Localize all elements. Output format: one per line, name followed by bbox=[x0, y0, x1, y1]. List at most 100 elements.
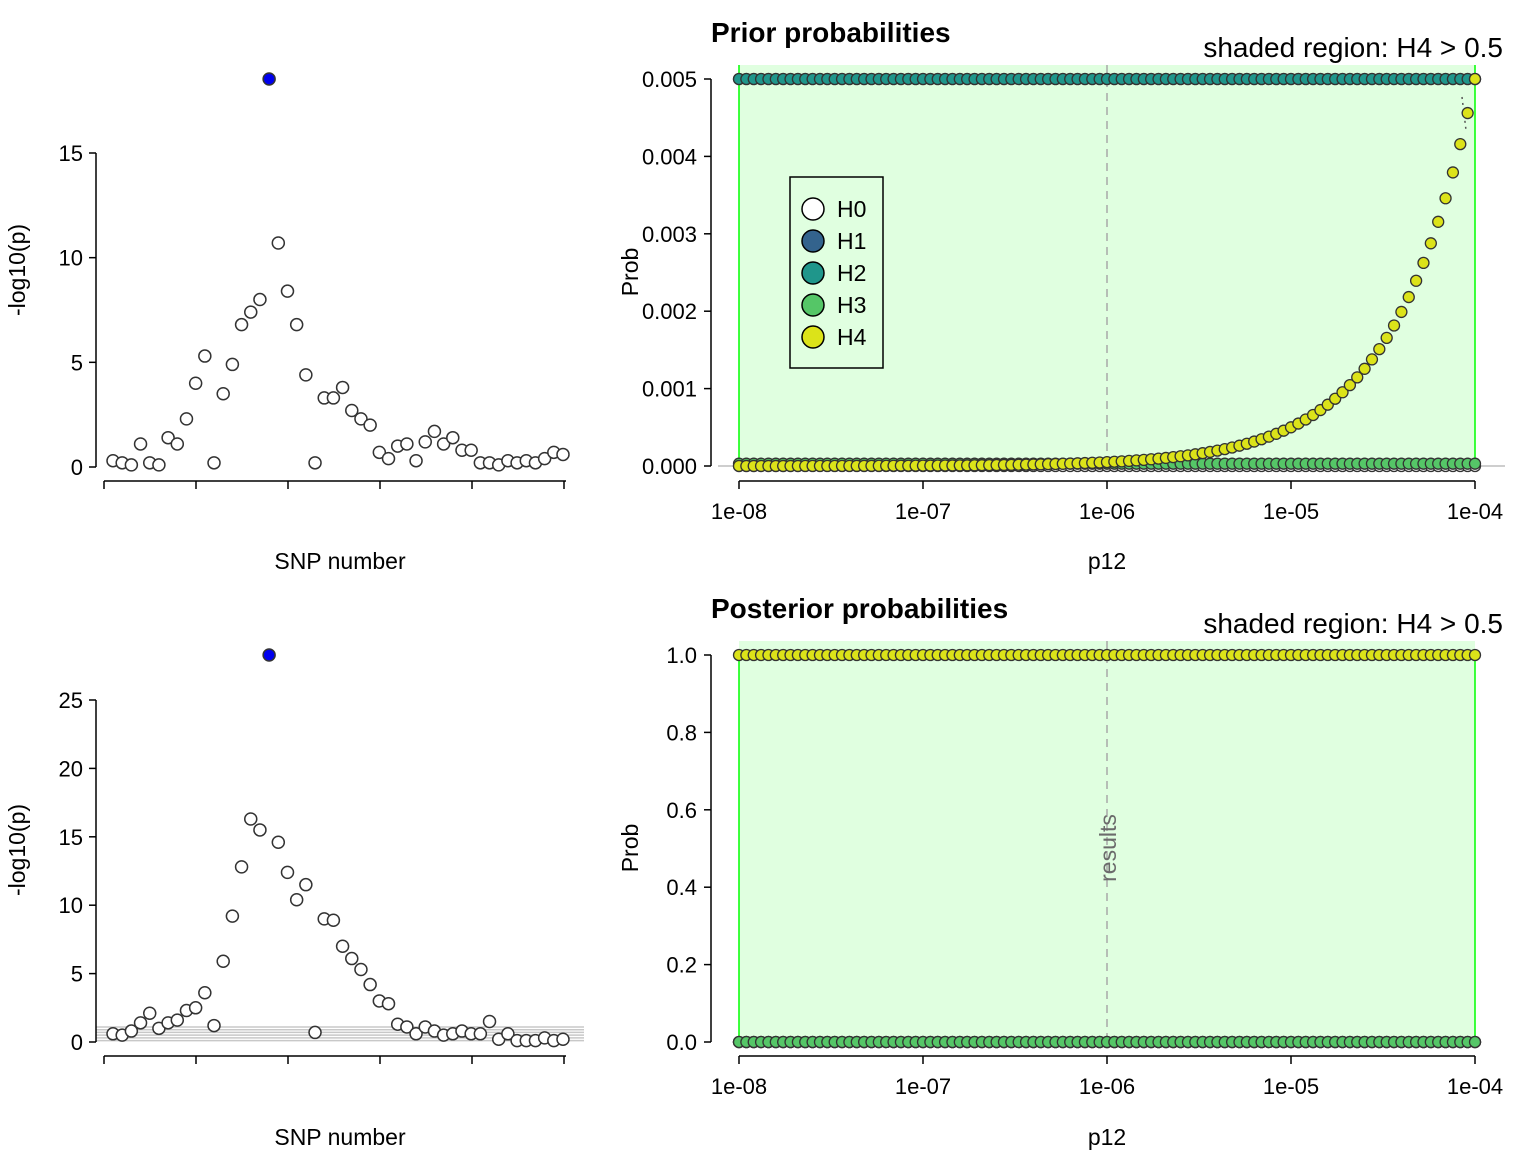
snp-point bbox=[133, 437, 148, 451]
snp-point bbox=[381, 996, 396, 1011]
y-tick-label: 0.003 bbox=[642, 222, 697, 247]
snp-point bbox=[280, 865, 295, 880]
snp-point bbox=[188, 376, 203, 391]
snp-point bbox=[271, 236, 286, 250]
snp-point bbox=[354, 962, 368, 977]
snp-point bbox=[133, 1016, 148, 1030]
y-tick-label: 0 bbox=[71, 1030, 83, 1055]
prior-point-h4 bbox=[1461, 106, 1474, 120]
snp-point bbox=[501, 1027, 515, 1041]
snp-point bbox=[363, 977, 377, 992]
prior-point-h4 bbox=[1446, 166, 1460, 179]
prior-point-h4 bbox=[1439, 192, 1452, 205]
y-tick-label: 0.004 bbox=[642, 144, 697, 169]
snp-point bbox=[409, 1027, 423, 1041]
legend-key-h0 bbox=[801, 197, 825, 221]
snp-point bbox=[152, 458, 166, 472]
prior-y-ticks: 0.000 0.001 0.002 0.003 0.004 0.005 bbox=[642, 67, 711, 479]
top-left-x-ticks bbox=[103, 481, 565, 489]
bottom-left-x-ticks bbox=[103, 1056, 565, 1064]
legend-key-h3 bbox=[801, 293, 825, 317]
x-tick-label: 1e-07 bbox=[895, 1074, 951, 1099]
snp-point bbox=[225, 357, 240, 372]
legend-label-h2: H2 bbox=[837, 260, 866, 286]
top-left-x-axis-title: SNP number bbox=[274, 548, 406, 574]
posterior-point-h3 bbox=[1468, 1035, 1482, 1049]
snp-point bbox=[427, 424, 442, 439]
snp-point bbox=[234, 317, 249, 332]
y-tick-label: 0.000 bbox=[642, 454, 697, 479]
x-tick-label: 1e-08 bbox=[711, 499, 767, 524]
snp-point bbox=[188, 1001, 203, 1015]
top-left-y-axis-title: -log10(p) bbox=[4, 224, 30, 316]
legend-key-h1 bbox=[801, 229, 825, 253]
y-tick-label: 0.6 bbox=[666, 798, 697, 823]
prior-point-h4 bbox=[1432, 215, 1445, 228]
snp-point bbox=[436, 437, 451, 451]
snp-point bbox=[299, 877, 313, 892]
snp-point bbox=[161, 430, 175, 445]
snp-point bbox=[207, 1018, 221, 1033]
posterior-vline-label: results bbox=[1095, 814, 1121, 882]
snp-point bbox=[482, 1014, 497, 1029]
bottom-left-x-axis-title: SNP number bbox=[274, 1124, 406, 1150]
snp-point bbox=[409, 453, 423, 468]
y-tick-label: 0.4 bbox=[666, 875, 697, 900]
posterior-title: Posterior probabilities bbox=[711, 593, 1008, 624]
x-tick-label: 1e-06 bbox=[1079, 1074, 1135, 1099]
snp-point bbox=[253, 292, 267, 307]
x-tick-label: 1e-08 bbox=[711, 1074, 767, 1099]
snp-point bbox=[244, 812, 258, 826]
snp-point bbox=[216, 386, 230, 401]
bottom-left-y-ticks: 0 5 10 15 20 25 bbox=[59, 688, 96, 1055]
lead-snp-point bbox=[262, 648, 276, 662]
prior-point-h4 bbox=[1373, 342, 1386, 356]
prior-points bbox=[732, 72, 1482, 473]
x-tick-label: 1e-04 bbox=[1447, 1074, 1503, 1099]
snp-point bbox=[289, 892, 304, 907]
posterior-subtitle: shaded region: H4 > 0.5 bbox=[1203, 608, 1503, 639]
snp-point bbox=[473, 1027, 488, 1041]
x-tick-label: 1e-05 bbox=[1263, 499, 1319, 524]
prior-point-h4 bbox=[1454, 137, 1467, 151]
snp-point bbox=[464, 443, 478, 458]
y-tick-label: 15 bbox=[59, 141, 83, 166]
x-tick-label: 1e-05 bbox=[1263, 1074, 1319, 1099]
posterior-y-ticks: 0.0 0.2 0.4 0.6 0.8 1.0 bbox=[666, 643, 711, 1055]
y-tick-label: 10 bbox=[59, 893, 83, 918]
posterior-y-axis-title: Prob bbox=[617, 824, 643, 873]
snp-point bbox=[198, 986, 212, 1000]
prior-x-ticks: 1e-08 1e-07 1e-06 1e-05 1e-04 bbox=[711, 481, 1503, 524]
prior-title: Prior probabilities bbox=[711, 17, 951, 48]
prior-point-h4 bbox=[1351, 371, 1364, 384]
y-tick-label: 0.001 bbox=[642, 377, 697, 402]
snp-point bbox=[308, 1025, 322, 1040]
y-tick-label: 0.0 bbox=[666, 1030, 697, 1055]
y-tick-label: 5 bbox=[71, 962, 83, 987]
prior-point-h3 bbox=[1468, 457, 1482, 470]
lead-snp-point bbox=[262, 72, 276, 86]
x-tick-label: 1e-07 bbox=[895, 499, 951, 524]
snp-point bbox=[537, 451, 552, 466]
legend-label-h0: H0 bbox=[837, 196, 866, 222]
snp-point bbox=[446, 430, 460, 445]
snp-point bbox=[280, 284, 295, 298]
snp-point bbox=[335, 939, 350, 953]
snp-point bbox=[198, 349, 212, 363]
top-left-y-ticks: 0 5 10 15 bbox=[59, 141, 96, 480]
y-tick-label: 0.002 bbox=[642, 299, 697, 324]
prior-point-h4 bbox=[1417, 256, 1430, 270]
snp-point bbox=[124, 1024, 139, 1038]
y-tick-label: 0.8 bbox=[666, 720, 697, 745]
y-tick-label: 0 bbox=[71, 455, 83, 480]
prior-point-h4 bbox=[1380, 331, 1393, 345]
y-tick-label: 15 bbox=[59, 825, 83, 850]
snp-point bbox=[556, 1032, 570, 1047]
prior-point-h4 bbox=[1409, 274, 1423, 287]
snp-point bbox=[308, 456, 322, 470]
prior-point-h4 bbox=[1358, 362, 1371, 375]
snp-point bbox=[345, 403, 359, 418]
snp-point bbox=[381, 451, 396, 466]
prior-point-h4 bbox=[1402, 290, 1415, 304]
